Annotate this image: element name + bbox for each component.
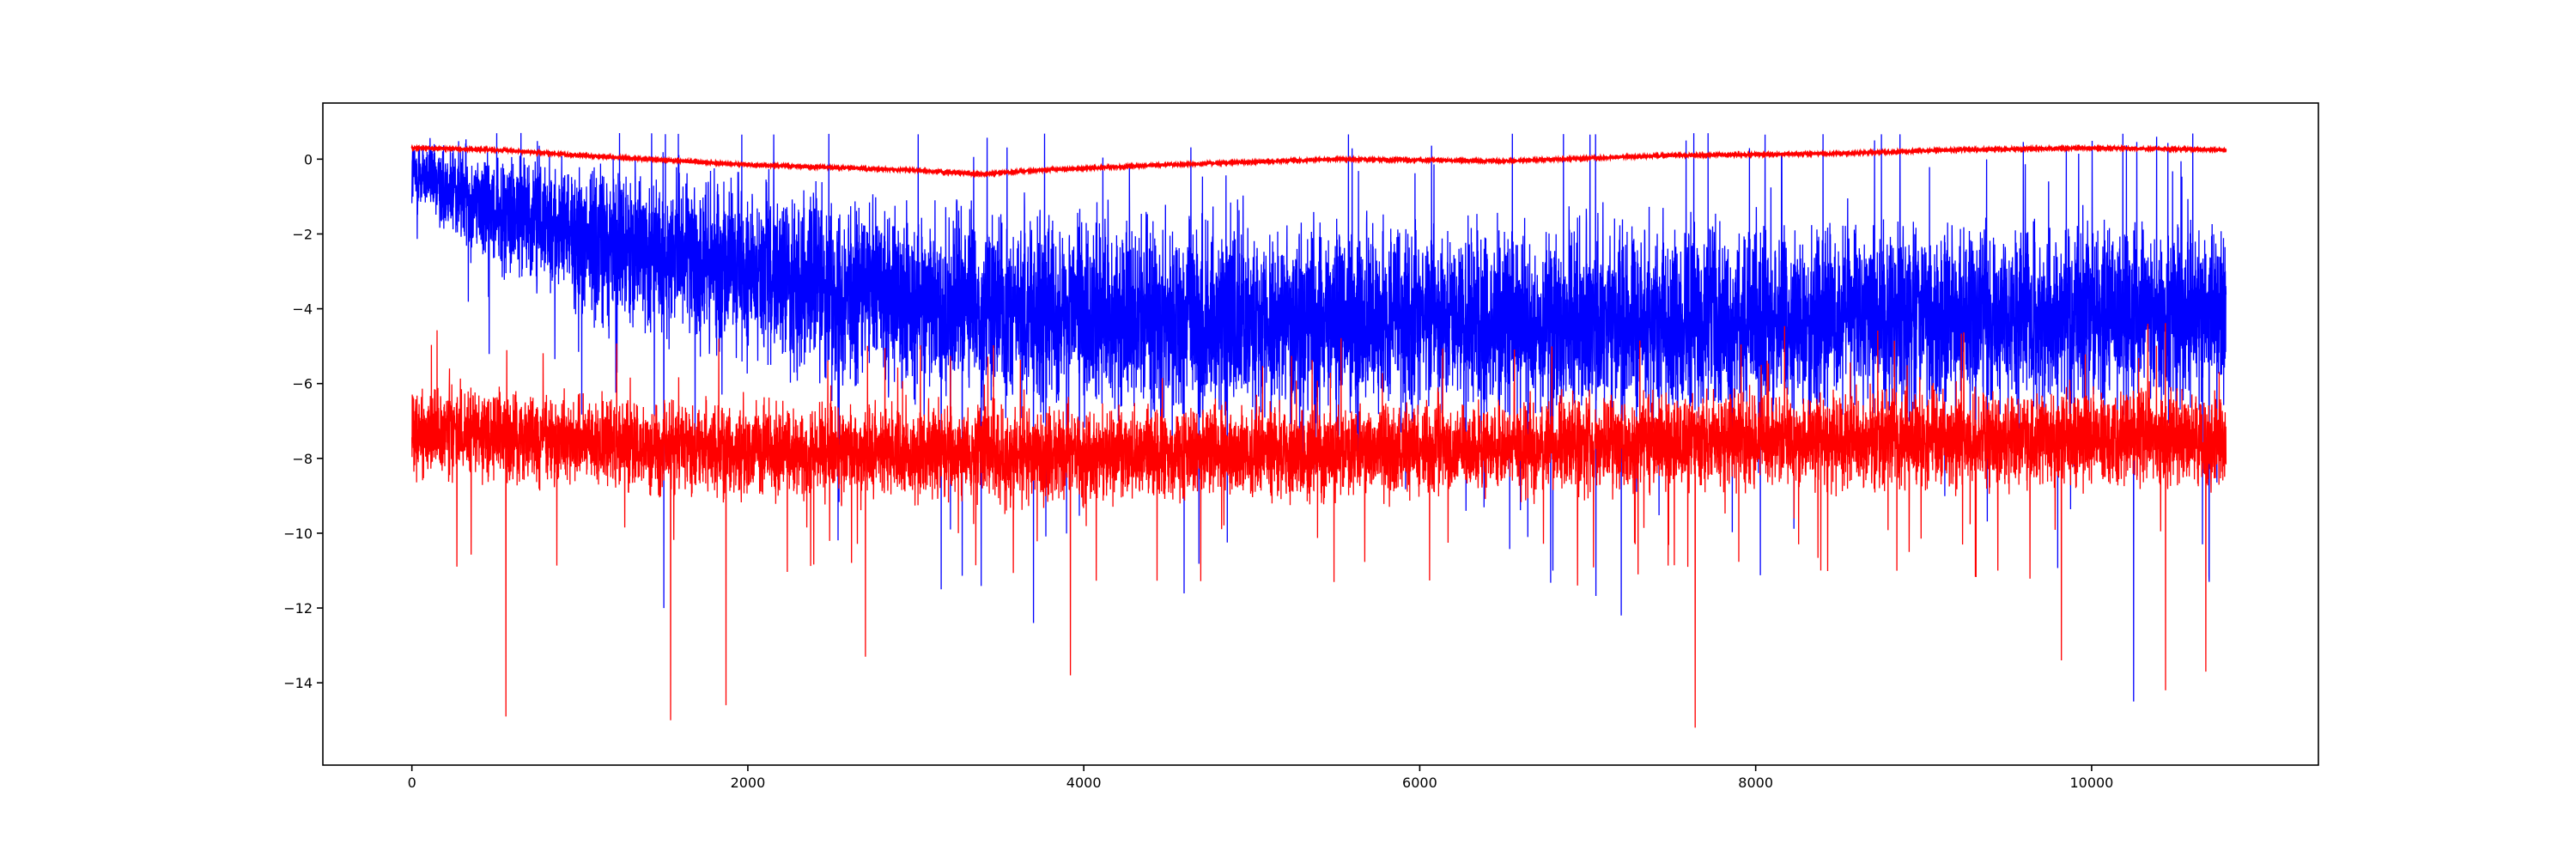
y-tick-label: −12 xyxy=(283,600,313,617)
x-tick-label: 2000 xyxy=(731,775,766,791)
x-tick-label: 0 xyxy=(408,775,416,791)
series-line-1 xyxy=(411,132,2227,702)
x-tick-label: 6000 xyxy=(1402,775,1437,791)
y-tick-label: −10 xyxy=(283,526,313,542)
series-line-2 xyxy=(411,323,2227,728)
y-axis: 0 −2 −4 −6 −8 −10 −12 −14 xyxy=(283,151,323,691)
y-tick-label: −6 xyxy=(292,376,313,392)
y-tick-label: 0 xyxy=(304,151,313,167)
y-tick-label: −8 xyxy=(292,451,313,467)
x-axis: 0 2000 4000 6000 8000 10000 xyxy=(408,765,2113,791)
y-tick-label: −2 xyxy=(292,226,313,242)
plot-frame xyxy=(322,102,2319,766)
x-tick-label: 10000 xyxy=(2069,775,2113,791)
series-line-3 xyxy=(410,143,2227,179)
x-tick-label: 4000 xyxy=(1066,775,1102,791)
y-tick-label: −14 xyxy=(283,675,313,691)
series-layer xyxy=(410,132,2227,728)
x-tick-label: 8000 xyxy=(1738,775,1773,791)
y-tick-label: −4 xyxy=(292,301,313,318)
